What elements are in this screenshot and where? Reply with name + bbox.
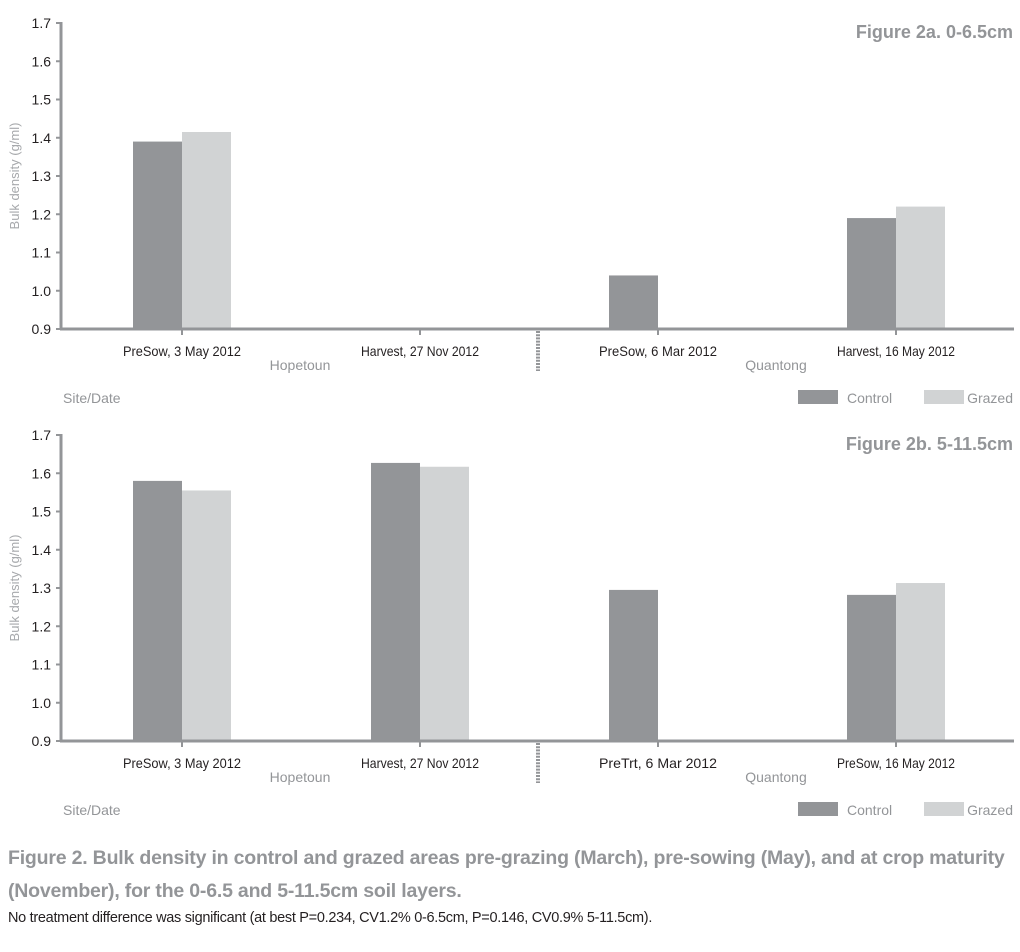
caption-title: Figure 2. Bulk density in control and gr…: [8, 847, 1005, 902]
bar-control-3: [847, 218, 896, 329]
site-label-quantong: Quantong: [745, 357, 807, 373]
bar-grazed-3: [896, 583, 945, 741]
bar-grazed-0: [182, 132, 231, 329]
y-tick-label: 1.6: [32, 465, 52, 481]
site-label-hopetoun: Hopetoun: [270, 769, 331, 785]
figure-2b-svg: 0.9 1.0 1.1 1.2 1.3 1.4 1.5 1.6 1.7 PreSow, 3 May…: [7, 427, 1014, 818]
y-tick-label: 1.0: [32, 695, 52, 711]
bar-control-1: [371, 462, 420, 741]
y-tick-label: 1.7: [32, 15, 52, 31]
legend-swatch-control: [798, 802, 838, 816]
x-axis-title: Site/Date: [63, 390, 121, 406]
x-category-label: PreSow, 6 Mar 2012: [599, 343, 717, 359]
bar-control-0: [133, 480, 182, 741]
x-category-label: PreTrt, 6 Mar 2012: [599, 755, 717, 771]
legend-label-grazed: Grazed: [967, 390, 1013, 406]
legend: Control Grazed: [798, 390, 1013, 406]
x-category-label: PreSow, 3 May 2012: [123, 755, 241, 771]
y-axis-title: Bulk density (g/ml): [7, 535, 22, 642]
y-tick-label: 1.6: [32, 53, 52, 69]
y-tick-label: 1.1: [32, 657, 52, 673]
bar-grazed-3: [896, 206, 945, 329]
figure-caption: Figure 2. Bulk density in control and gr…: [8, 842, 1008, 926]
legend-label-control: Control: [847, 802, 892, 818]
site-label-hopetoun: Hopetoun: [270, 357, 331, 373]
legend-label-grazed: Grazed: [967, 802, 1013, 818]
legend-label-control: Control: [847, 390, 892, 406]
bar-control-2: [609, 275, 658, 329]
y-axis-title: Bulk density (g/ml): [7, 123, 22, 230]
bar-control-3: [847, 594, 896, 741]
x-category-label: Harvest, 16 May 2012: [837, 343, 955, 359]
bar-control-2: [609, 589, 658, 741]
x-axis-title: Site/Date: [63, 802, 121, 818]
y-tick-label: 1.4: [32, 130, 52, 146]
legend-swatch-grazed: [924, 390, 964, 404]
chart-title: Figure 2b. 5-11.5cm: [846, 434, 1013, 454]
bar-grazed-1: [420, 466, 469, 741]
site-label-quantong: Quantong: [745, 769, 807, 785]
y-tick-label: 1.3: [32, 168, 52, 184]
bar-control-0: [133, 141, 182, 329]
y-tick-label: 0.9: [32, 733, 52, 749]
y-tick-label: 1.5: [32, 504, 52, 520]
y-tick-label: 1.5: [32, 92, 52, 108]
y-tick-label: 1.4: [32, 542, 52, 558]
x-category-label: Harvest, 27 Nov 2012: [361, 343, 479, 359]
figure-2b: 0.9 1.0 1.1 1.2 1.3 1.4 1.5 1.6 1.7 PreSow, 3 May…: [0, 412, 1020, 827]
chart-title: Figure 2a. 0-6.5cm: [856, 22, 1013, 42]
figure-2a: 0.9 1.0 1.1 1.2 1.3 1.4 1.5 1.6 1.7 PreSow, 3 May…: [0, 0, 1020, 412]
figure-2a-svg: 0.9 1.0 1.1 1.2 1.3 1.4 1.5 1.6 1.7 PreSow, 3 May…: [7, 15, 1014, 406]
x-category-label: Harvest, 27 Nov 2012: [361, 755, 479, 771]
bar-grazed-0: [182, 490, 231, 741]
y-tick-label: 1.2: [32, 206, 52, 222]
x-category-label: PreSow, 16 May 2012: [837, 755, 955, 771]
legend-swatch-control: [798, 390, 838, 404]
y-tick-label: 1.3: [32, 580, 52, 596]
y-tick-label: 1.2: [32, 618, 52, 634]
legend: Control Grazed: [798, 802, 1013, 818]
y-tick-label: 1.1: [32, 245, 52, 261]
legend-swatch-grazed: [924, 802, 964, 816]
y-tick-label: 1.7: [32, 427, 52, 443]
y-tick-label: 0.9: [32, 321, 52, 337]
x-category-label: PreSow, 3 May 2012: [123, 343, 241, 359]
y-tick-label: 1.0: [32, 283, 52, 299]
caption-note: No treatment difference was significant …: [8, 910, 653, 926]
